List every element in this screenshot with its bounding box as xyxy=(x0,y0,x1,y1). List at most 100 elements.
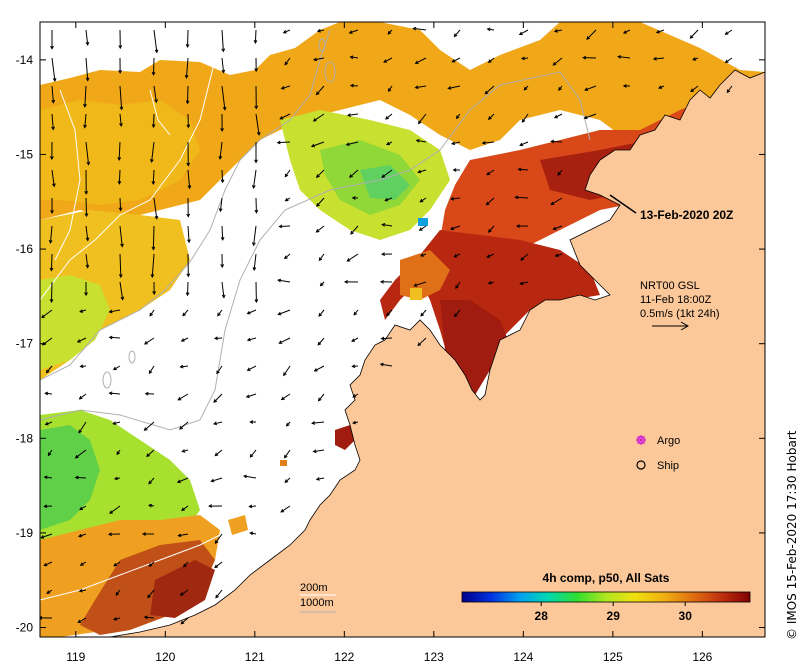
current-arrow xyxy=(51,85,56,104)
current-arrow xyxy=(351,337,359,342)
overpass-label: 13-Feb-2020 20Z xyxy=(640,208,733,222)
current-arrow xyxy=(79,561,87,566)
current-arrow xyxy=(251,225,257,247)
current-arrow xyxy=(412,26,427,31)
current-arrow xyxy=(622,29,631,34)
land-mass xyxy=(109,69,765,637)
current-arrow xyxy=(112,365,121,371)
overpass-pointer xyxy=(609,194,637,214)
current-arrow xyxy=(84,197,89,218)
current-arrow xyxy=(151,169,156,186)
current-arrow xyxy=(352,393,359,398)
current-arrow xyxy=(486,253,495,258)
current-arrow xyxy=(386,309,393,317)
current-arrow xyxy=(312,57,325,62)
current-arrow xyxy=(180,337,189,342)
credit-text: © IMOS 15-Feb-2020 17:30 Hobart xyxy=(785,430,799,640)
current-arrow xyxy=(415,138,427,143)
current-arrow xyxy=(45,365,53,374)
current-arrow xyxy=(418,225,427,231)
current-arrow xyxy=(109,505,121,514)
current-arrow xyxy=(148,365,155,375)
current-arrow xyxy=(254,281,259,304)
current-arrow xyxy=(85,57,90,82)
current-arrow xyxy=(149,141,155,164)
current-arrow xyxy=(151,57,156,76)
current-arrow xyxy=(352,420,359,425)
current-arrow xyxy=(146,449,155,458)
current-arrow xyxy=(251,169,257,190)
current-arrow xyxy=(143,337,155,345)
current-legend-model: NRT00 GSL xyxy=(640,280,700,292)
current-arrow xyxy=(655,29,665,34)
current-arrow xyxy=(79,364,87,369)
current-arrow xyxy=(413,281,427,287)
current-arrow xyxy=(692,57,699,61)
isobath-deep-label: 1000m xyxy=(300,597,334,609)
current-arrow xyxy=(521,113,529,123)
current-arrow xyxy=(85,253,90,269)
current-arrow xyxy=(317,337,325,346)
colorbar-ticks: 28 29 30 xyxy=(535,602,692,623)
colorbar-tick-label: 28 xyxy=(535,609,549,623)
current-arrow xyxy=(148,561,155,567)
current-arrow xyxy=(112,421,121,425)
current-arrow xyxy=(208,504,223,508)
current-arrow xyxy=(40,616,53,620)
current-arrow xyxy=(213,421,223,426)
current-arrow xyxy=(284,57,291,66)
current-arrow xyxy=(550,139,563,144)
current-arrow xyxy=(450,196,461,201)
current-arrow xyxy=(520,56,529,61)
current-arrow xyxy=(221,57,226,74)
current-arrow xyxy=(420,309,427,317)
current-arrow xyxy=(179,589,189,596)
current-arrow xyxy=(523,85,529,91)
current-arrow xyxy=(43,475,53,480)
current-arrow xyxy=(50,197,54,215)
current-arrow xyxy=(180,617,189,625)
current-arrow xyxy=(284,477,291,483)
current-arrow xyxy=(380,336,393,341)
current-arrow xyxy=(245,393,257,399)
current-arrow xyxy=(43,504,53,509)
current-arrow xyxy=(216,365,223,375)
current-arrow xyxy=(47,449,53,457)
argo-marker-icon xyxy=(636,435,646,445)
x-tick-label: 124 xyxy=(513,650,533,664)
current-arrow xyxy=(484,85,495,95)
current-arrow xyxy=(107,532,121,537)
current-arrow xyxy=(387,29,393,35)
current-arrow xyxy=(44,421,53,426)
y-tick-label: -15 xyxy=(16,147,34,161)
current-arrow xyxy=(49,281,54,303)
y-tick-label: -20 xyxy=(16,621,34,635)
current-arrow xyxy=(485,197,495,206)
current-arrow xyxy=(455,113,461,120)
current-arrow xyxy=(179,364,189,369)
current-arrow xyxy=(113,561,121,567)
current-arrow xyxy=(519,281,529,286)
current-arrow xyxy=(417,337,427,347)
current-arrow xyxy=(553,29,563,33)
current-arrow xyxy=(353,309,359,316)
current-arrow xyxy=(143,421,155,431)
current-arrow xyxy=(254,85,259,110)
current-arrow xyxy=(186,141,191,167)
current-arrow xyxy=(141,532,155,536)
current-arrow xyxy=(316,28,325,33)
current-arrow xyxy=(724,29,733,35)
current-arrow xyxy=(246,337,257,342)
current-arrow xyxy=(520,253,529,261)
current-arrow xyxy=(351,196,359,200)
current-arrow xyxy=(153,85,158,104)
colorbar-title: 4h comp, p50, All Sats xyxy=(543,571,670,585)
current-arrow xyxy=(558,85,563,91)
current-arrow xyxy=(249,531,257,536)
current-arrow xyxy=(487,113,495,120)
current-arrow xyxy=(184,57,189,79)
current-arrow xyxy=(147,589,155,599)
current-arrow xyxy=(214,561,223,569)
current-arrow xyxy=(181,449,189,453)
